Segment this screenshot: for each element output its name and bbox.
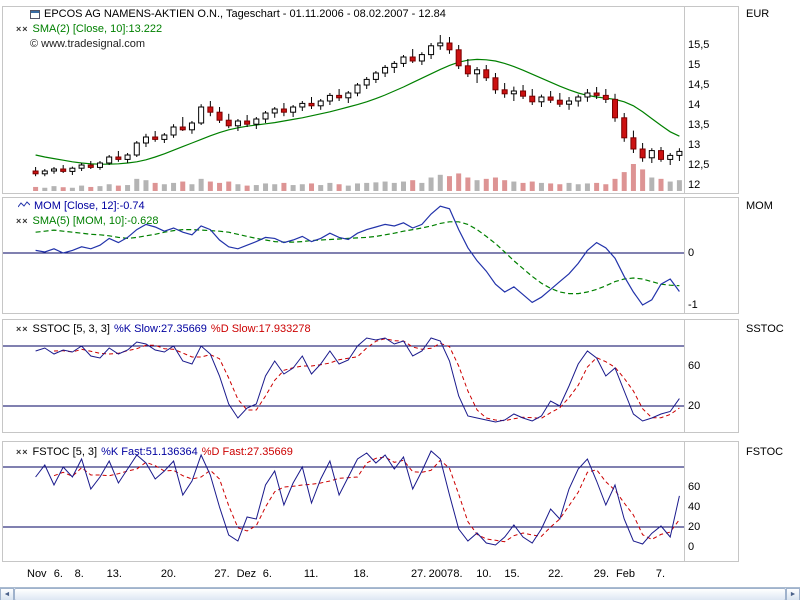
x-axis-tick: 11. <box>303 568 319 580</box>
x-axis-tick: 15. <box>504 568 520 580</box>
fstoc-d-label: %D Fast:27.35669 <box>201 446 293 458</box>
x-axis-tick: 7. <box>655 568 666 580</box>
x-axis-tick: Feb <box>616 568 635 580</box>
horizontal-scrollbar[interactable]: ◄ ► <box>0 587 800 600</box>
mom-label: MOM [Close, 12]:-0.74 <box>34 200 145 212</box>
scroll-right-button[interactable]: ► <box>786 588 800 600</box>
x-axis-tick: Nov <box>27 568 47 580</box>
x-axis-tick: 6. <box>262 568 272 580</box>
fstoc-label: FSTOC [5, 3] <box>32 446 98 458</box>
x-axis-tick: 18. <box>353 568 369 580</box>
chart-title: EPCOS AG NAMENS-AKTIEN O.N., Tageschart … <box>44 8 446 20</box>
x-axis-tick: 8. <box>453 568 463 580</box>
sstoc-label: SSTOC [5, 3, 3] <box>32 323 110 335</box>
slow-stochastic-panel[interactable] <box>2 319 739 433</box>
scroll-left-button[interactable]: ◄ <box>0 588 14 600</box>
indicator-buttons-icon[interactable]: ×× <box>16 216 29 226</box>
x-axis-tick: 22. <box>548 568 564 580</box>
x-axis-tick: 29. <box>593 568 610 580</box>
fstoc-k-label: %K Fast:51.136364 <box>101 446 198 458</box>
value-axis[interactable] <box>686 6 738 562</box>
momentum-line-icon[interactable] <box>17 200 31 212</box>
scrollbar-thumb[interactable] <box>14 588 786 600</box>
watermark: © www.tradesignal.com <box>30 38 146 50</box>
fstoc-axis-name: FSTOC <box>746 446 784 458</box>
x-axis-tick: 13. <box>106 568 122 580</box>
mom-axis-name: MOM <box>746 200 773 212</box>
indicator-buttons-icon[interactable]: ×× <box>16 24 29 34</box>
mom-sma-label: SMA(5) [MOM, 10]:-0.628 <box>32 215 159 227</box>
price-sma-label: SMA(2) [Close, 10]:13.222 <box>32 23 163 35</box>
sstoc-d-label: %D Slow:17.933278 <box>210 323 311 335</box>
x-axis-tick: 10. <box>476 568 492 580</box>
x-axis-tick: 20. <box>160 568 177 580</box>
price-axis-name: EUR <box>746 8 770 20</box>
x-axis-tick: 8. <box>74 568 84 580</box>
sstoc-k-label: %K Slow:27.35669 <box>113 323 207 335</box>
chart-type-icon[interactable] <box>30 9 40 19</box>
time-axis: Nov 6. 8. 13. 20. 27. Dez 6. 11. 18. 27. 2007 8. 10. 1… <box>0 566 740 582</box>
x-axis-tick: Dez <box>236 568 257 580</box>
fast-stochastic-panel[interactable] <box>2 441 739 562</box>
right-arrow-icon: ► <box>789 591 797 598</box>
sstoc-axis-name: SSTOC <box>746 323 784 335</box>
left-arrow-icon: ◄ <box>3 591 11 598</box>
x-axis-tick: 27. <box>214 568 230 580</box>
x-axis-tick: 27. <box>410 568 427 580</box>
indicator-buttons-icon[interactable]: ×× <box>16 447 29 457</box>
x-axis-tick: 2007 <box>428 568 454 580</box>
x-axis-tick: 6. <box>53 568 63 580</box>
indicator-buttons-icon[interactable]: ×× <box>16 324 29 334</box>
